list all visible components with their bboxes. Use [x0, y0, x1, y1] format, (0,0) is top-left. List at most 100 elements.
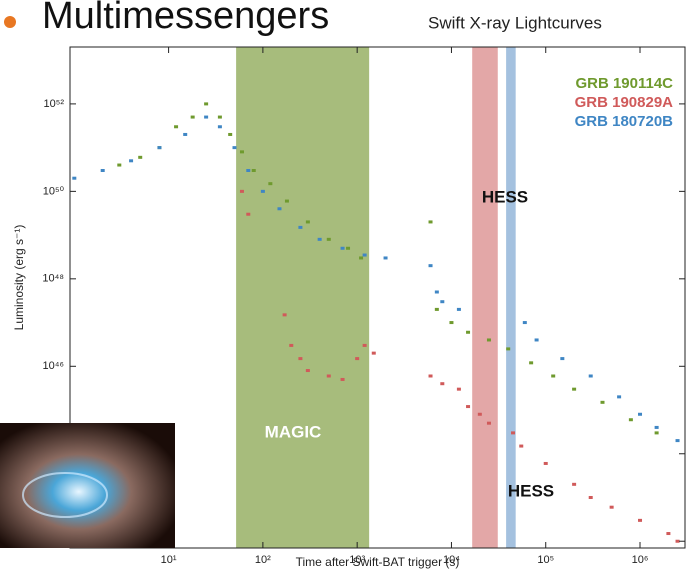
point: [306, 220, 310, 223]
point: [457, 388, 461, 391]
point: [327, 238, 331, 241]
point: [572, 388, 576, 391]
point: [610, 506, 614, 509]
illustration: [0, 423, 175, 548]
point: [617, 395, 621, 398]
point: [204, 116, 208, 119]
x-tick-label: 10¹: [161, 554, 177, 566]
slide: Multimessengers Swift X-ray Lightcurves …: [0, 0, 691, 571]
point: [283, 313, 287, 316]
point: [359, 256, 363, 259]
point: [429, 264, 433, 267]
point: [560, 357, 564, 360]
point: [72, 177, 76, 180]
point: [318, 238, 322, 241]
point: [638, 413, 642, 416]
point: [429, 220, 433, 223]
point: [457, 308, 461, 311]
point: [277, 207, 281, 210]
point: [600, 401, 604, 404]
bullet: [4, 16, 16, 28]
point: [252, 169, 256, 172]
point: [449, 321, 453, 324]
x-tick-label: 10²: [255, 554, 271, 566]
point: [246, 169, 250, 172]
point: [629, 418, 633, 421]
band: [506, 47, 516, 548]
band-label: MAGIC: [265, 422, 322, 441]
y-axis-label: Luminosity (erg s⁻¹): [12, 225, 26, 331]
point: [551, 374, 555, 377]
point: [346, 247, 350, 250]
point: [341, 247, 345, 250]
slide-title: Multimessengers: [42, 0, 329, 37]
point: [440, 382, 444, 385]
point: [228, 133, 232, 136]
point: [298, 357, 302, 360]
point: [519, 445, 523, 448]
point: [529, 361, 533, 364]
point: [261, 190, 265, 193]
point: [655, 431, 659, 434]
point: [268, 182, 272, 185]
slide-subtitle: Swift X-ray Lightcurves: [428, 13, 602, 32]
point: [129, 159, 133, 162]
point: [638, 519, 642, 522]
point: [327, 374, 331, 377]
point: [117, 164, 121, 167]
x-tick-label: 10⁶: [632, 554, 649, 566]
point: [285, 200, 289, 203]
point: [372, 352, 376, 355]
point: [289, 344, 293, 347]
band-label: HESS: [482, 187, 528, 206]
point: [101, 169, 105, 172]
point: [466, 331, 470, 334]
point: [435, 308, 439, 311]
legend-entry: GRB 190829A: [575, 94, 674, 111]
point: [174, 125, 178, 128]
y-tick-label: 10⁵²: [44, 98, 65, 110]
x-tick-label: 10⁵: [537, 554, 554, 566]
point: [440, 300, 444, 303]
point: [240, 150, 244, 153]
point: [363, 254, 367, 257]
point: [487, 338, 491, 341]
point: [306, 369, 310, 372]
point: [218, 116, 222, 119]
point: [589, 496, 593, 499]
point: [478, 413, 482, 416]
point: [523, 321, 527, 324]
point: [676, 439, 680, 442]
band: [472, 47, 498, 548]
point: [232, 146, 236, 149]
x-axis-label: Time after Swift-BAT trigger (s): [296, 555, 460, 569]
point: [218, 125, 222, 128]
y-tick-label: 10⁴⁶: [43, 360, 65, 372]
point: [363, 344, 367, 347]
point: [341, 378, 345, 381]
point: [138, 156, 142, 159]
point: [384, 256, 388, 259]
band-label: HESS: [508, 481, 554, 500]
point: [511, 431, 515, 434]
point: [666, 532, 670, 535]
point: [355, 357, 359, 360]
point: [544, 462, 548, 465]
y-tick-label: 10⁴⁸: [42, 273, 64, 285]
point: [655, 426, 659, 429]
point: [246, 213, 250, 216]
point: [157, 146, 161, 149]
point: [487, 422, 491, 425]
point: [204, 102, 208, 105]
point: [466, 405, 470, 408]
y-tick-label: 10⁵⁰: [43, 185, 65, 197]
legend-entry: GRB 180720B: [575, 113, 674, 130]
point: [535, 338, 539, 341]
point: [435, 290, 439, 293]
point: [429, 374, 433, 377]
point: [240, 190, 244, 193]
point: [298, 226, 302, 229]
band: [236, 47, 369, 548]
point: [676, 540, 680, 543]
point: [506, 347, 510, 350]
